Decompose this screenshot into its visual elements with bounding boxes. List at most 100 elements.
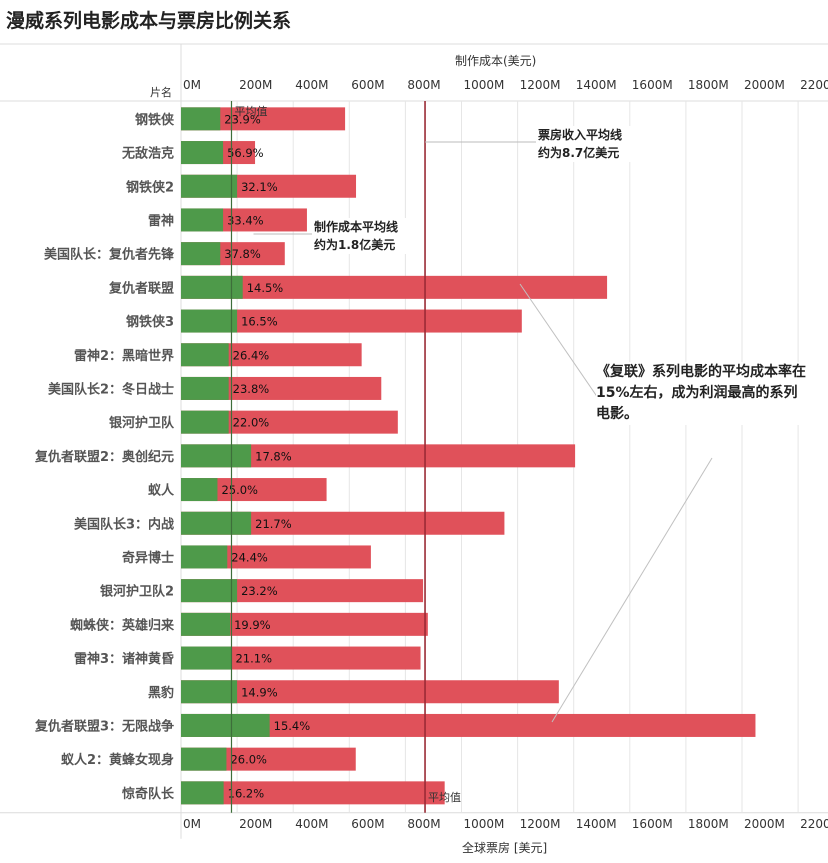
ratio-label: 26.0% (230, 753, 267, 767)
box-office-bar (181, 713, 756, 737)
cost-bar (181, 275, 243, 299)
avengers-note-annotation: 《复联》系列电影的平均成本率在15%左右，成为利润最高的系列电影。 (596, 362, 810, 425)
ratio-label: 16.5% (241, 315, 278, 329)
box-office-bar (181, 410, 398, 434)
bottom-tick-label: 0M (183, 817, 201, 831)
cost-bar (181, 612, 231, 636)
cost-bar (181, 208, 224, 232)
box-office-bar (181, 646, 421, 670)
movie-label: 复仇者联盟3：无限战争 (34, 718, 174, 734)
top-tick-label: 600M (351, 78, 384, 92)
bottom-tick-label: 1400M (576, 817, 617, 831)
cost-bar (181, 376, 229, 400)
ratio-label: 33.4% (227, 213, 264, 227)
ratio-label: 15.4% (274, 719, 311, 733)
ratio-label: 25.0% (221, 483, 258, 497)
box-office-bar (181, 107, 346, 131)
top-tick-label: 1200M (520, 78, 561, 92)
top-tick-label: 2000M (744, 78, 785, 92)
cost-bar (181, 545, 228, 569)
cost-bar (181, 444, 252, 468)
movie-label: 雷神 (148, 213, 174, 229)
movie-label: 蚁人 (148, 483, 175, 499)
avengers-note-leader (551, 457, 713, 723)
bottom-tick-label: 1600M (632, 817, 673, 831)
cost-bar (181, 410, 229, 434)
bottom-tick-label: 600M (351, 817, 384, 831)
ratio-label: 23.2% (241, 584, 278, 598)
cost-average-label: 平均值 (234, 105, 267, 118)
bottom-tick-label: 1800M (688, 817, 729, 831)
ratio-label: 22.0% (233, 416, 270, 430)
chart-title: 漫威系列电影成本与票房比例关系 (6, 10, 292, 32)
movie-label: 雷神3：诸神黄昏 (74, 651, 174, 667)
top-axis-title: 制作成本(美元) (455, 54, 537, 68)
box-office-bar (181, 444, 576, 468)
bottom-tick-label: 400M (295, 817, 328, 831)
box-office-bar (181, 545, 371, 569)
movie-label: 惊奇队长 (122, 786, 175, 802)
ratio-label: 24.4% (231, 550, 268, 564)
top-tick-label: 200M (239, 78, 272, 92)
row-header: 片名 (150, 86, 172, 99)
movie-label: 黑豹 (148, 685, 174, 701)
cost-bar (181, 747, 227, 771)
cost-average-annotation: 制作成本平均线 约为1.8亿美元 (314, 218, 424, 254)
ratio-label: 21.7% (255, 517, 292, 531)
cost-bar (181, 511, 252, 535)
bottom-tick-label: 200M (239, 817, 272, 831)
top-tick-label: 2200M (800, 78, 828, 92)
bottom-tick-label: 2200M (800, 817, 828, 831)
box-office-average-annotation: 票房收入平均线 约为8.7亿美元 (538, 126, 648, 162)
top-tick-label: 1800M (688, 78, 729, 92)
box-office-bar (181, 309, 522, 333)
movie-label: 蚁人2：黄蜂女现身 (61, 752, 174, 768)
box-office-bar (181, 612, 428, 636)
top-tick-label: 1000M (464, 78, 505, 92)
cost-bar (181, 174, 238, 198)
box-office-bar (181, 781, 445, 805)
top-tick-label: 1400M (576, 78, 617, 92)
ratio-label: 21.1% (235, 652, 272, 666)
movie-label: 美国队长2：冬日战士 (48, 381, 174, 397)
ratio-label: 19.9% (234, 618, 271, 632)
bottom-tick-label: 1000M (464, 817, 505, 831)
bottom-tick-label: 2000M (744, 817, 785, 831)
top-tick-label: 0M (183, 78, 201, 92)
bottom-axis-title: 全球票房 [美元] (462, 841, 548, 855)
box-office-bar (181, 275, 608, 299)
cost-bar (181, 242, 221, 266)
cost-bar (181, 478, 218, 502)
bottom-tick-label: 800M (407, 817, 440, 831)
cost-bar (181, 781, 224, 805)
cost-bar (181, 343, 229, 367)
cost-bar (181, 680, 238, 704)
bottom-tick-label: 1200M (520, 817, 561, 831)
movie-label: 美国队长3：内战 (74, 516, 174, 532)
cost-bar (181, 713, 270, 737)
movie-label: 复仇者联盟 (108, 280, 174, 296)
ratio-label: 32.1% (241, 180, 278, 194)
cost-bar (181, 309, 238, 333)
movie-label: 钢铁侠 (135, 112, 175, 128)
ratio-label: 56.9% (227, 146, 264, 160)
ratio-label: 17.8% (255, 449, 292, 463)
movie-label: 复仇者联盟2：奥创纪元 (34, 449, 174, 465)
ratio-label: 14.5% (247, 281, 284, 295)
ratio-label: 14.9% (241, 685, 278, 699)
top-tick-label: 400M (295, 78, 328, 92)
box-office-bar (181, 579, 424, 603)
movie-label: 钢铁侠3 (126, 314, 174, 330)
movie-label: 美国队长：复仇者先锋 (44, 247, 175, 263)
movie-label: 钢铁侠2 (126, 179, 174, 195)
movie-label: 奇异博士 (122, 550, 174, 566)
avengers-note-leader (519, 283, 599, 399)
ratio-label: 23.8% (233, 382, 270, 396)
ratio-label: 23.9% (224, 112, 261, 126)
cost-bar (181, 107, 221, 131)
box-office-bar (181, 680, 559, 704)
box-office-average-label: 平均值 (428, 791, 461, 804)
movie-label: 银河护卫队 (109, 415, 175, 431)
cost-bar (181, 646, 232, 670)
